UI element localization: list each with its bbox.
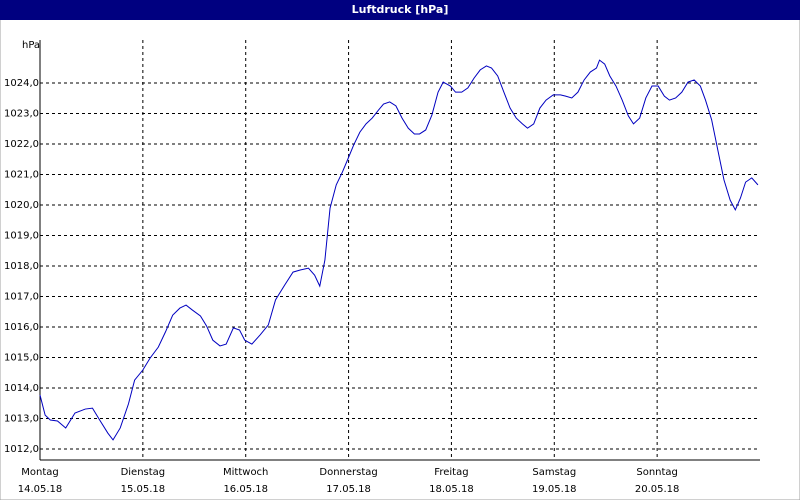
title-bar — [0, 0, 800, 20]
x-tick-sublabel: 17.05.18 — [326, 484, 371, 495]
y-tick-label: 1015,0 — [4, 353, 39, 364]
x-tick-sublabel: 20.05.18 — [635, 484, 680, 495]
y-tick-label: 1017,0 — [4, 292, 39, 303]
y-tick-label: 1018,0 — [4, 261, 39, 272]
x-tick-label: Freitag — [434, 467, 468, 478]
x-tick-sublabel: 18.05.18 — [429, 484, 474, 495]
x-tick-sublabel: 15.05.18 — [121, 484, 166, 495]
y-tick-label: 1013,0 — [4, 414, 39, 425]
y-tick-label: 1014,0 — [4, 383, 39, 394]
x-tick-label: Sonntag — [636, 467, 678, 478]
x-tick-label: Dienstag — [121, 467, 166, 478]
x-tick-label: Samstag — [532, 467, 576, 478]
x-tick-sublabel: 16.05.18 — [223, 484, 268, 495]
y-axis-label: hPa — [22, 40, 40, 51]
x-tick-sublabel: 14.05.18 — [18, 484, 63, 495]
y-tick-label: 1022,0 — [4, 139, 39, 150]
x-tick-label: Donnerstag — [319, 467, 377, 478]
y-tick-label: 1020,0 — [4, 200, 39, 211]
x-tick-label: Montag — [21, 467, 58, 478]
data-line — [39, 59, 759, 441]
y-tick-label: 1016,0 — [4, 322, 39, 333]
y-tick-label: 1023,0 — [4, 109, 39, 120]
y-tick-label: 1019,0 — [4, 231, 39, 242]
y-tick-label: 1012,0 — [4, 444, 39, 455]
x-tick-sublabel: 19.05.18 — [532, 484, 577, 495]
y-tick-label: 1021,0 — [4, 170, 39, 181]
chart-title: Luftdruck [hPa] — [352, 3, 449, 16]
y-tick-label: 1024,0 — [4, 78, 39, 89]
x-tick-label: Mittwoch — [223, 467, 268, 478]
